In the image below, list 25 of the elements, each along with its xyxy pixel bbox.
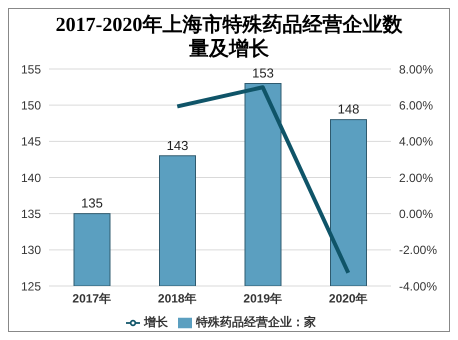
chart-title: 2017-2020年上海市特殊药品经营企业数量及增长 — [54, 12, 404, 61]
y-tick-label: 145 — [20, 134, 42, 149]
data-label: 135 — [81, 196, 103, 211]
x-tick-label: 2020年 — [328, 292, 368, 306]
y-tick-label: 140 — [20, 170, 42, 185]
y2-tick-label: 4.00% — [399, 134, 434, 149]
y2-tick-label: 6.00% — [399, 98, 434, 112]
y-tick-label: 150 — [20, 98, 42, 112]
legend-label: 特殊药品经营企业：家 — [196, 315, 316, 329]
y-tick-label: 125 — [20, 279, 42, 294]
y-tick-label: 130 — [20, 243, 42, 258]
x-tick-label: 2019年 — [243, 292, 282, 306]
y-tick-label: 135 — [20, 206, 42, 221]
y-tick-label: 155 — [20, 62, 42, 76]
x-tick-label: 2018年 — [158, 292, 197, 306]
y2-tick-label: -4.00% — [399, 279, 438, 294]
data-label: 148 — [338, 102, 360, 117]
data-label: 153 — [252, 65, 274, 80]
y2-tick-label: 0.00% — [399, 206, 434, 221]
legend-label: 增长 — [144, 315, 168, 329]
y2-tick-label: 2.00% — [399, 170, 434, 185]
x-tick-label: 2017年 — [72, 292, 112, 306]
y2-tick-label: 8.00% — [399, 62, 434, 76]
y2-tick-label: -2.00% — [399, 243, 438, 258]
data-label: 143 — [166, 138, 188, 153]
